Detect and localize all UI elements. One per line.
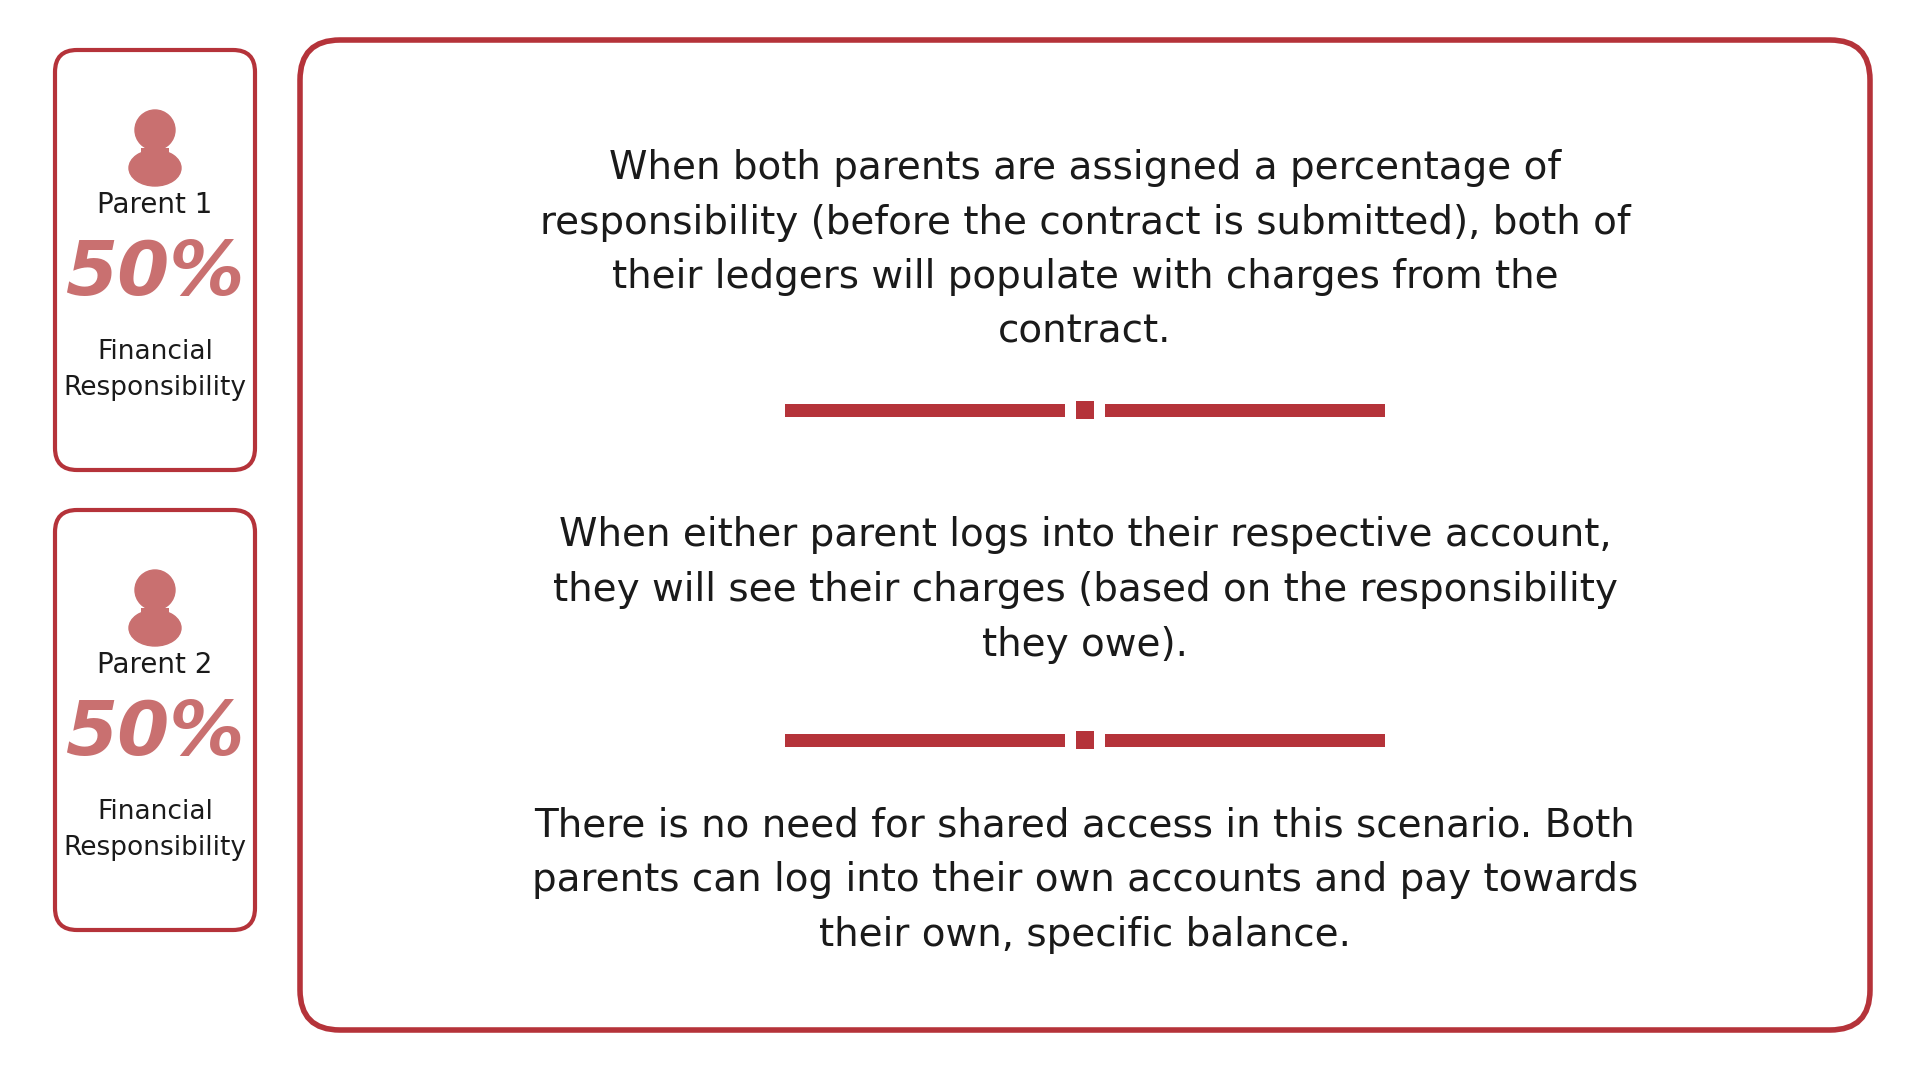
Text: There is no need for shared access in this scenario. Both
parents can log into t: There is no need for shared access in th…	[532, 807, 1638, 954]
FancyBboxPatch shape	[300, 40, 1870, 1030]
FancyBboxPatch shape	[1106, 404, 1384, 417]
Text: Parent 1: Parent 1	[98, 191, 213, 219]
Text: When either parent logs into their respective account,
they will see their charg: When either parent logs into their respe…	[553, 516, 1617, 663]
FancyBboxPatch shape	[140, 608, 169, 627]
Text: Financial
Responsibility: Financial Responsibility	[63, 339, 246, 401]
Circle shape	[134, 570, 175, 610]
FancyBboxPatch shape	[56, 510, 255, 930]
FancyBboxPatch shape	[785, 733, 1066, 746]
FancyBboxPatch shape	[1106, 733, 1384, 746]
FancyBboxPatch shape	[785, 404, 1066, 417]
Ellipse shape	[129, 610, 180, 646]
FancyBboxPatch shape	[1075, 731, 1094, 750]
Text: 50%: 50%	[65, 239, 244, 311]
FancyBboxPatch shape	[140, 148, 169, 168]
Ellipse shape	[129, 150, 180, 186]
FancyBboxPatch shape	[56, 50, 255, 470]
Text: Parent 2: Parent 2	[98, 651, 213, 679]
Text: When both parents are assigned a percentage of
responsibility (before the contra: When both parents are assigned a percent…	[540, 149, 1630, 351]
Text: 50%: 50%	[65, 699, 244, 771]
FancyBboxPatch shape	[1075, 401, 1094, 419]
Circle shape	[134, 110, 175, 150]
Text: Financial
Responsibility: Financial Responsibility	[63, 799, 246, 861]
